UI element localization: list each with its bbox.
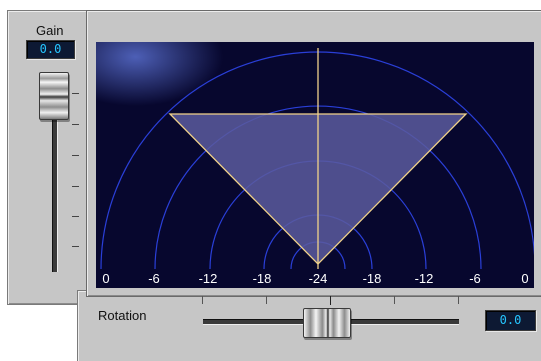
panner-graph: 0 -6 -12 -18 -24 -18 -12 -6 0 [96, 42, 534, 288]
rotation-tick [266, 296, 267, 304]
gain-label: Gain [36, 23, 64, 38]
panner-display[interactable]: 0 -6 -12 -18 -24 -18 -12 -6 0 [96, 42, 534, 288]
gain-tick [72, 246, 79, 247]
gain-slider-handle[interactable] [39, 72, 69, 120]
axis-label: -6 [469, 271, 481, 286]
axis-label: -24 [309, 271, 328, 286]
rotation-tick [202, 296, 203, 304]
gain-tick [72, 124, 79, 125]
gain-slider-track[interactable] [52, 80, 58, 272]
rotation-center-tick [330, 296, 331, 305]
axis-label: -18 [363, 271, 382, 286]
axis-label: -6 [148, 271, 160, 286]
rotation-value-display[interactable]: 0.0 [485, 310, 536, 331]
gain-panel [7, 10, 89, 305]
gain-tick [72, 216, 79, 217]
gain-tick [72, 155, 79, 156]
rotation-label: Rotation [98, 308, 147, 323]
gain-value-display[interactable]: 0.0 [26, 40, 75, 59]
axis-labels: 0 -6 -12 -18 -24 -18 -12 -6 0 [102, 271, 528, 286]
rotation-tick [458, 296, 459, 304]
gain-tick [72, 186, 79, 187]
axis-label: -12 [199, 271, 218, 286]
rotation-tick [394, 296, 395, 304]
axis-label: 0 [521, 271, 528, 286]
gain-tick [72, 93, 79, 94]
axis-label: -18 [253, 271, 272, 286]
rotation-slider-handle[interactable] [303, 308, 351, 338]
axis-label: 0 [102, 271, 109, 286]
axis-label: -12 [415, 271, 434, 286]
